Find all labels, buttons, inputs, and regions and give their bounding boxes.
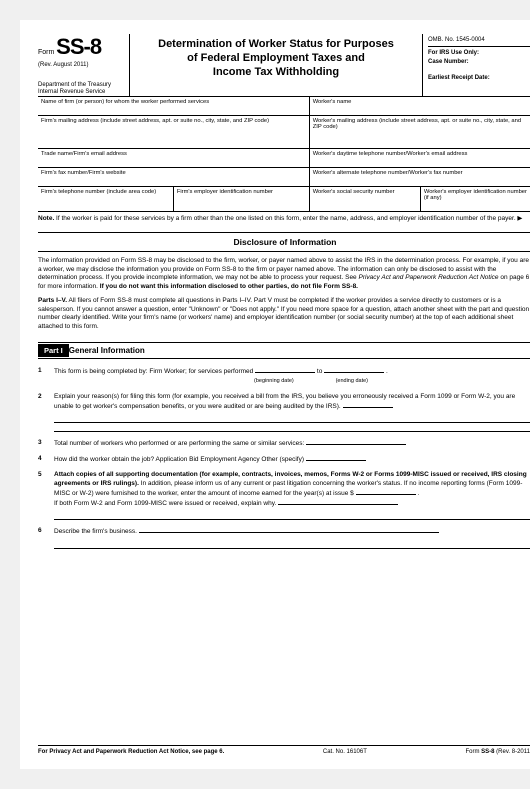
q5-line3[interactable] — [54, 511, 530, 520]
page-footer: For Privacy Act and Paperwork Reduction … — [38, 745, 530, 755]
q2-line2[interactable] — [54, 423, 530, 432]
q1-end-label: (ending date) — [336, 378, 368, 384]
q6-number: 6 — [38, 526, 54, 548]
note-label: Note. — [38, 215, 54, 222]
q5-line2: If both Form W-2 and Form 1099-MISC were… — [54, 500, 276, 507]
q4-text: How did the worker obtain the job? Appli… — [54, 454, 530, 464]
cell-worker-address[interactable]: Worker's mailing address (include street… — [310, 116, 530, 149]
disclosure-p1: The information provided on Form SS-8 ma… — [38, 257, 530, 292]
q2-line1[interactable] — [54, 414, 530, 423]
q4-number: 4 — [38, 454, 54, 464]
cell-firm-ein[interactable]: Firm's employer identification number — [174, 187, 310, 212]
omb-number: OMB. No. 1545-0004 — [428, 34, 530, 47]
question-5: 5 Attach copies of all supporting docume… — [38, 467, 530, 523]
disclosure-p2: Parts I–V. All filers of Form SS-8 must … — [38, 297, 530, 332]
form-title: Determination of Worker Status for Purpo… — [136, 38, 416, 79]
cell-worker-ssn[interactable]: Worker's social security number — [310, 187, 421, 212]
q2-main: Explain your reason(s) for filing this f… — [54, 393, 515, 410]
q4-main: How did the worker obtain the job? Appli… — [54, 456, 304, 463]
q3-blank[interactable] — [306, 438, 406, 445]
q6-blank[interactable] — [139, 526, 439, 533]
form-label: Form — [38, 49, 54, 56]
footer-right-b: SS-8 — [481, 749, 494, 755]
cell-worker-phone[interactable]: Worker's daytime telephone number/Worker… — [310, 149, 530, 168]
question-3: 3 Total number of workers who performed … — [38, 435, 530, 451]
q1-begin-label: (beginning date) — [254, 378, 294, 384]
q1-text: This form is being completed by: Firm Wo… — [54, 366, 530, 386]
q6-main: Describe the firm's business. — [54, 528, 137, 535]
note-text: If the worker is paid for these services… — [54, 215, 522, 222]
question-list: 1 This form is being completed by: Firm … — [38, 359, 530, 556]
dept-line2: Internal Revenue Service — [38, 89, 125, 96]
q2-blank[interactable] — [343, 401, 393, 408]
footer-center: Cat. No. 16106T — [323, 749, 367, 755]
part1-bar: Part I General Information — [38, 343, 530, 359]
footer-left-text: For Privacy Act and Paperwork Reduction … — [38, 749, 224, 755]
q2-number: 2 — [38, 392, 54, 432]
info-grid: Name of firm (or person) for whom the wo… — [38, 97, 530, 212]
q1-to: to — [317, 368, 322, 375]
part1-title: General Information — [69, 346, 145, 355]
q2-text: Explain your reason(s) for filing this f… — [54, 392, 530, 432]
question-2: 2 Explain your reason(s) for filing this… — [38, 389, 530, 435]
disclosure-body: The information provided on Form SS-8 ma… — [38, 252, 530, 343]
q1-blank1[interactable] — [255, 366, 315, 373]
q5-text: Attach copies of all supporting document… — [54, 470, 530, 520]
footer-right-a: Form — [466, 749, 482, 755]
footer-right: Form SS-8 (Rev. 8-2011) — [466, 749, 530, 755]
disclosure-p2b: All filers of Form SS-8 must complete al… — [38, 297, 529, 330]
irs-use-label: For IRS Use Only: — [428, 47, 530, 57]
form-number: SS-8 — [56, 34, 101, 59]
disclosure-p1i: Privacy Act and Paperwork Reduction Act … — [358, 274, 498, 281]
q1-number: 1 — [38, 366, 54, 386]
footer-left: For Privacy Act and Paperwork Reduction … — [38, 749, 224, 755]
q5-blank2[interactable] — [278, 498, 398, 505]
title-line1: Determination of Worker Status for Purpo… — [136, 38, 416, 52]
header-center: Determination of Worker Status for Purpo… — [130, 34, 422, 96]
q3-main: Total number of workers who performed or… — [54, 440, 304, 447]
question-6: 6 Describe the firm's business. — [38, 523, 530, 551]
title-line3: Income Tax Withholding — [136, 66, 416, 80]
q5-blank1[interactable] — [356, 488, 416, 495]
cell-firm-address[interactable]: Firm's mailing address (include street a… — [38, 116, 310, 149]
footer-right-c: (Rev. 8-2011) — [495, 749, 530, 755]
cell-worker-ein[interactable]: Worker's employer identification number … — [421, 187, 530, 212]
header-left: Form SS-8 (Rev. August 2011) Department … — [38, 34, 130, 96]
department: Department of the Treasury Internal Reve… — [38, 82, 125, 96]
disclosure-heading: Disclosure of Information — [38, 233, 530, 252]
cell-firm-fax[interactable]: Firm's fax number/Firm's website — [38, 168, 310, 187]
q6-text: Describe the firm's business. — [54, 526, 530, 548]
q6-line1[interactable] — [54, 540, 530, 549]
receipt-date-label: Earliest Receipt Date: — [428, 74, 530, 82]
form-page: Form SS-8 (Rev. August 2011) Department … — [20, 20, 530, 769]
disclosure-p2a: Parts I–V. — [38, 297, 67, 304]
question-1: 1 This form is being completed by: Firm … — [38, 363, 530, 389]
cell-trade-name[interactable]: Trade name/Firm's email address — [38, 149, 310, 168]
cell-firm-telephone[interactable]: Firm's telephone number (include area co… — [38, 187, 174, 212]
q3-number: 3 — [38, 438, 54, 448]
part1-tag: Part I — [38, 344, 69, 357]
q1-blank2[interactable] — [324, 366, 384, 373]
q4-blank[interactable] — [306, 454, 366, 461]
header-right: OMB. No. 1545-0004 For IRS Use Only: Cas… — [422, 34, 530, 96]
case-number-label: Case Number: — [428, 58, 530, 66]
revision-date: (Rev. August 2011) — [38, 62, 125, 68]
cell-firm-name[interactable]: Name of firm (or person) for whom the wo… — [38, 97, 310, 116]
disclosure-p1bold: If you do not want this information disc… — [100, 283, 358, 290]
title-line2: of Federal Employment Taxes and — [136, 52, 416, 66]
q5-number: 5 — [38, 470, 54, 520]
cell-worker-name[interactable]: Worker's name — [310, 97, 530, 116]
note-row: Note. If the worker is paid for these se… — [38, 212, 530, 232]
form-header: Form SS-8 (Rev. August 2011) Department … — [38, 34, 530, 97]
q1-main: This form is being completed by: Firm Wo… — [54, 368, 253, 375]
cell-worker-alt-phone[interactable]: Worker's alternate telephone number/Work… — [310, 168, 530, 187]
question-4: 4 How did the worker obtain the job? App… — [38, 451, 530, 467]
dept-line1: Department of the Treasury — [38, 82, 125, 89]
q3-text: Total number of workers who performed or… — [54, 438, 530, 448]
